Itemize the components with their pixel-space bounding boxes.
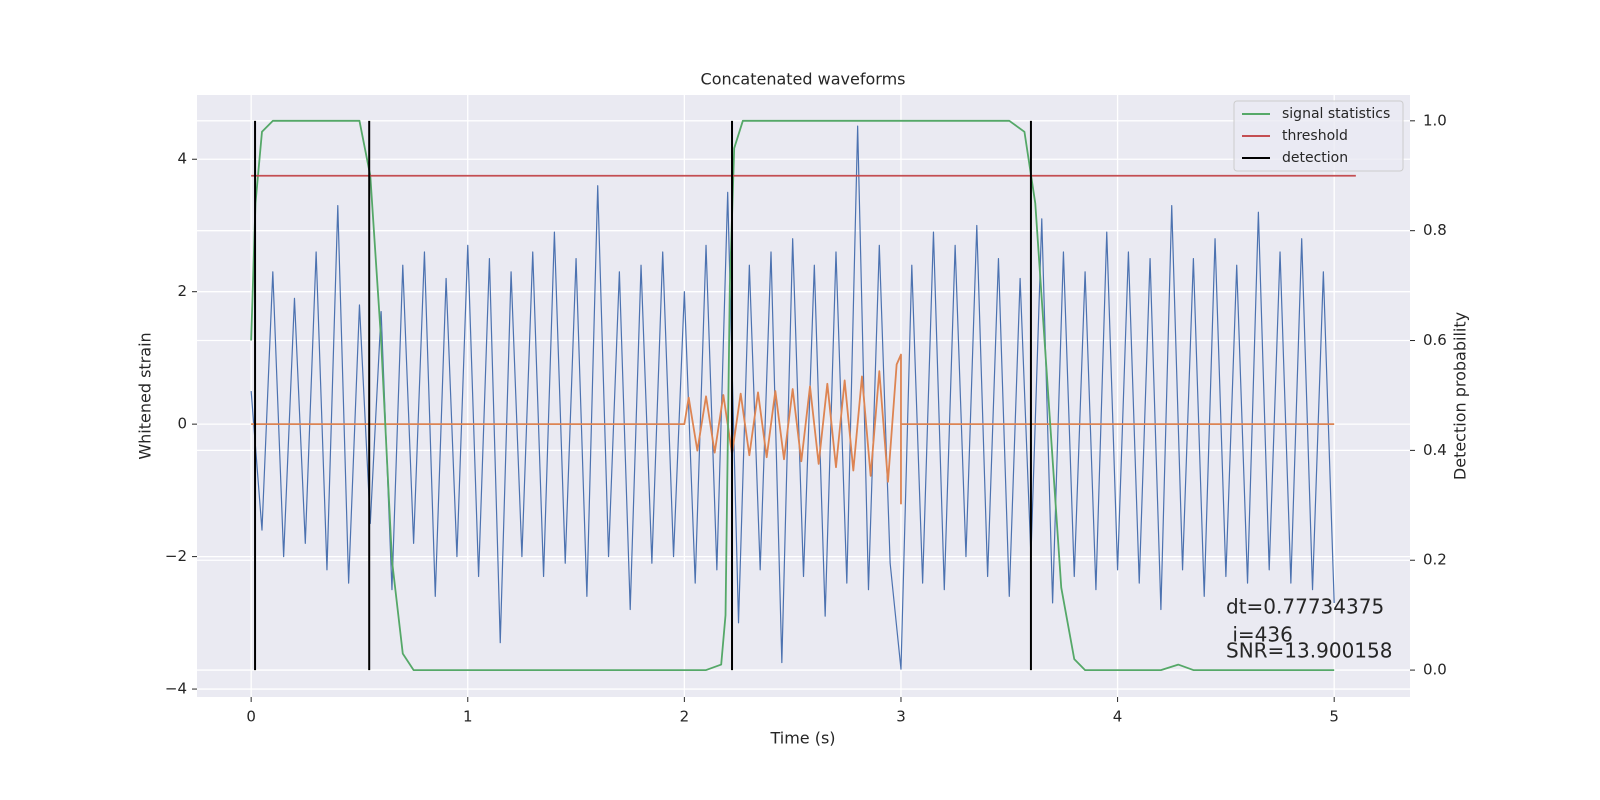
plot-background [197, 95, 1410, 697]
annotation: dt=0.77734375 [1226, 595, 1384, 619]
series-line [251, 353, 1335, 505]
x-tick-label: 2 [680, 708, 690, 726]
y2-tick-label: 0.0 [1423, 661, 1447, 679]
annotation: i=436 [1226, 623, 1293, 647]
legend-label: threshold [1282, 128, 1348, 144]
y-tick-label: −2 [165, 547, 187, 565]
legend-label: signal statistics [1282, 106, 1390, 122]
annotation: SNR=13.900158 [1226, 639, 1392, 663]
y2-axis-label: Detection probability [1451, 312, 1470, 480]
series-line [250, 125, 1335, 670]
y2-tick-label: 1.0 [1423, 111, 1447, 129]
y-tick-label: 0 [177, 415, 187, 433]
legend-label: detection [1282, 150, 1348, 166]
x-tick-label: 4 [1113, 708, 1123, 726]
y2-tick-label: 0.8 [1423, 221, 1447, 239]
legend-box [1233, 100, 1404, 172]
y2-tick-label: 0.2 [1423, 551, 1447, 569]
y2-tick-label: 0.4 [1423, 441, 1447, 459]
y-tick-label: 2 [177, 282, 187, 300]
chart-title: Concatenated waveforms [701, 70, 906, 89]
y-axis-label: Whitened strain [136, 332, 155, 459]
y2-tick-label: 0.6 [1423, 331, 1447, 349]
series-line [250, 119, 1335, 671]
x-tick-label: 1 [463, 708, 473, 726]
x-axis-label: Time (s) [769, 729, 835, 748]
x-tick-label: 5 [1329, 708, 1339, 726]
y-tick-label: −4 [165, 680, 187, 698]
y-tick-label: 4 [177, 150, 187, 168]
x-tick-label: 0 [246, 708, 256, 726]
x-tick-label: 3 [896, 708, 906, 726]
